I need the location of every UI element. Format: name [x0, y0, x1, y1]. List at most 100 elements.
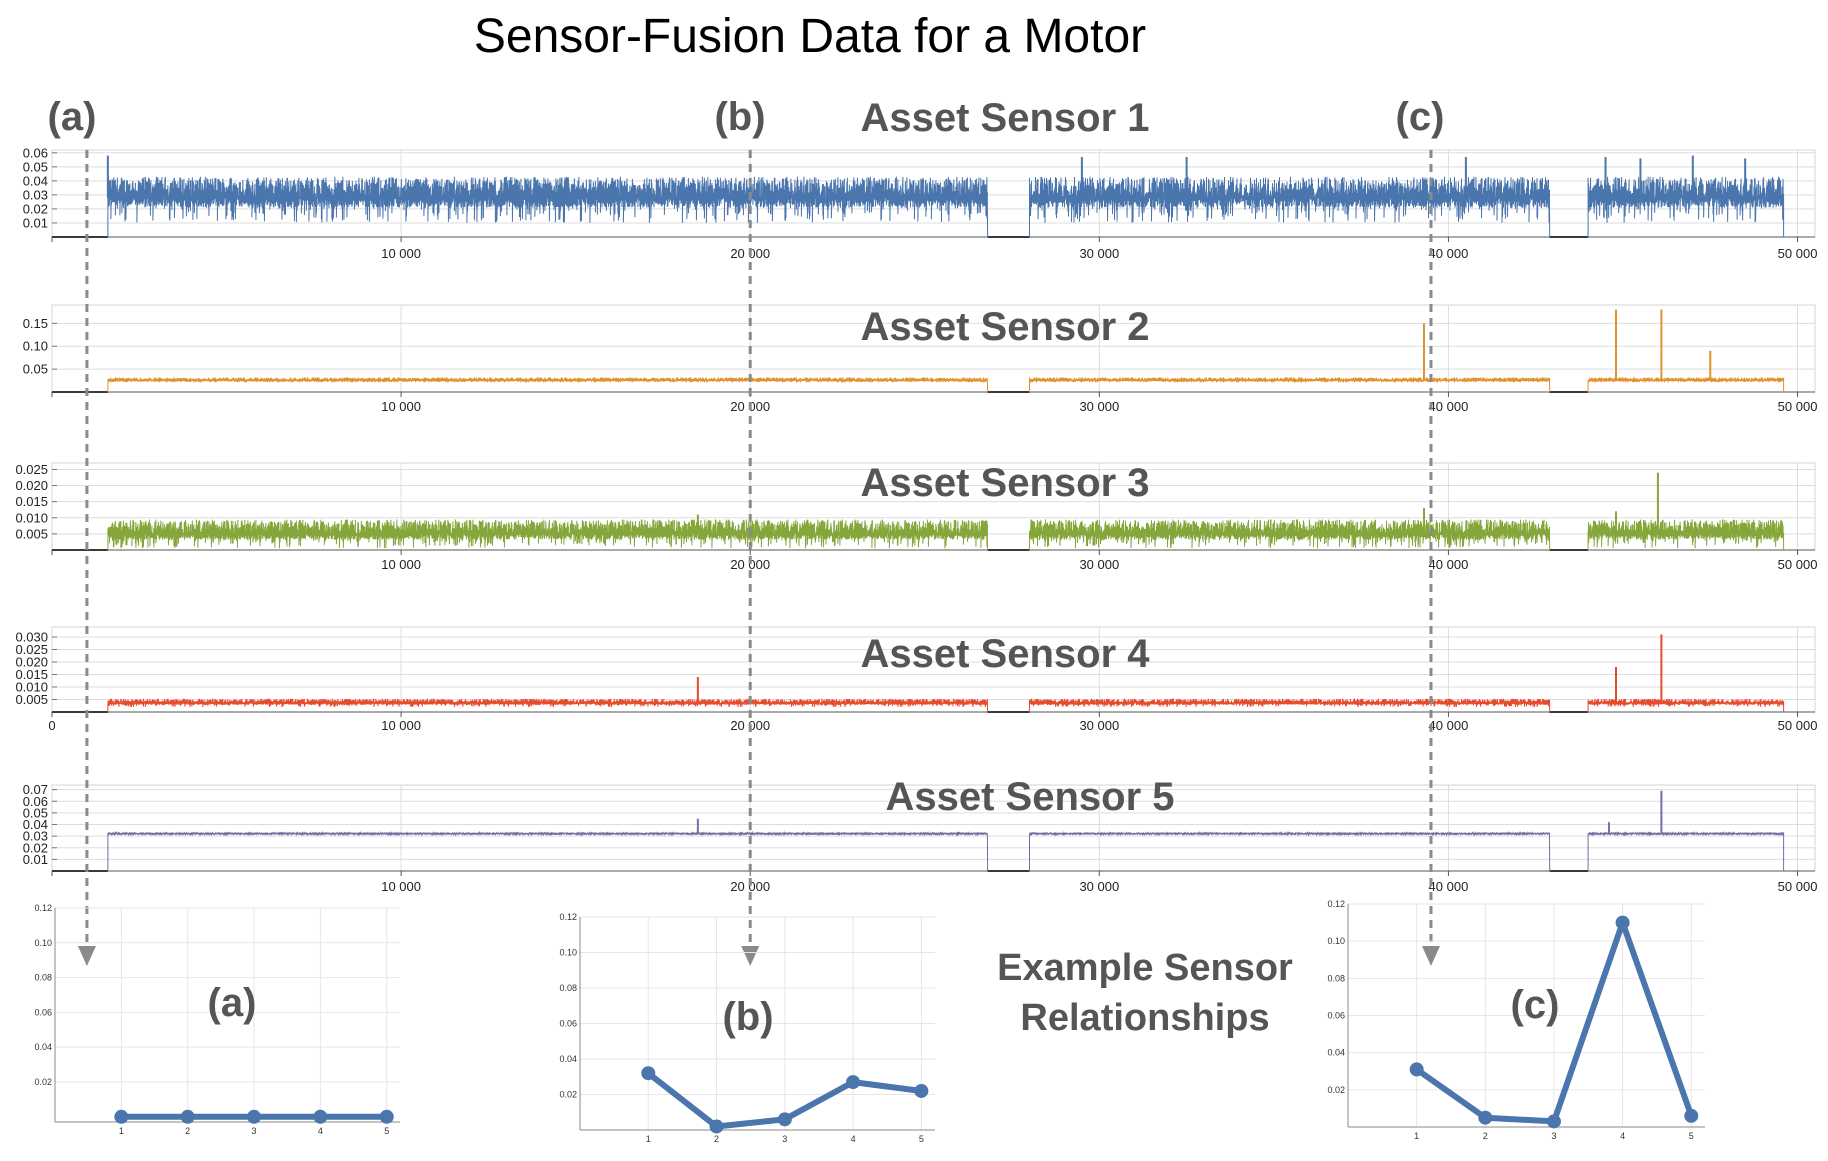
x-tick-label: 3 [252, 1126, 257, 1136]
data-point [777, 1112, 792, 1127]
sensor-5-signal-segment [107, 830, 989, 872]
data-point [1478, 1110, 1493, 1125]
y-tick-label: 0.08 [34, 973, 52, 983]
x-tick-label: 4 [318, 1126, 323, 1136]
y-tick-label: 0.04 [23, 817, 48, 832]
y-tick-label: 0.08 [1327, 973, 1345, 983]
relationships-title-line2: Relationships [1020, 997, 1269, 1039]
x-tick-label: 50 000 [1778, 399, 1818, 414]
data-point [709, 1119, 724, 1134]
y-tick-label: 0.005 [15, 692, 48, 707]
x-tick-label: 3 [1551, 1131, 1556, 1141]
y-tick-label: 0.020 [15, 655, 48, 670]
y-tick-label: 0.015 [15, 667, 48, 682]
y-tick-label: 0.005 [15, 526, 48, 541]
x-tick-label: 1 [646, 1134, 651, 1144]
y-tick-label: 0.02 [1327, 1085, 1345, 1095]
relationship-panel-c: 1 2 3 4 5 0.02 0.04 0.06 0.08 0.10 0.12 (c) [1327, 899, 1705, 1141]
data-point [641, 1066, 656, 1081]
x-tick-label: 4 [1620, 1131, 1625, 1141]
y-tick-label: 0.02 [23, 201, 48, 216]
data-point [914, 1083, 929, 1098]
y-tick-label: 0.06 [23, 145, 48, 160]
data-point [846, 1075, 861, 1090]
marker-label-b: (b) [714, 95, 765, 139]
panel-label-a: (a) [208, 981, 257, 1025]
x-tick-label: 30 000 [1079, 718, 1119, 733]
data-point [114, 1109, 129, 1124]
y-tick-label: 0.12 [34, 903, 52, 913]
y-tick-label: 0.020 [15, 478, 48, 493]
y-tick-label: 0.05 [23, 805, 48, 820]
sensor-1-signal-segment [1029, 176, 1551, 238]
y-tick-label: 0.025 [15, 642, 48, 657]
y-tick-label: 0.12 [559, 912, 577, 922]
x-tick-label: 5 [1689, 1131, 1694, 1141]
x-tick-label: 10 000 [381, 246, 421, 261]
y-tick-label: 0.04 [559, 1054, 577, 1064]
x-tick-label: 5 [384, 1126, 389, 1136]
sensor-3-title: Asset Sensor 3 [860, 461, 1149, 505]
y-tick-label: 0.03 [23, 829, 48, 844]
marker-label-a: (a) [48, 95, 97, 139]
figure-title: Sensor-Fusion Data for a Motor [474, 10, 1146, 63]
y-tick-label: 0.06 [23, 794, 48, 809]
x-tick-label: 50 000 [1778, 557, 1818, 572]
x-tick-label: 20 000 [730, 879, 770, 894]
y-tick-label: 0.06 [34, 1007, 52, 1017]
relationship-panel-b: 1 2 3 4 5 0.02 0.04 0.06 0.08 0.10 0.12 (b) [559, 912, 935, 1144]
sensor-4-signal-segment [107, 698, 989, 713]
sensor-5-title: Asset Sensor 5 [885, 775, 1174, 819]
sensor-1-signal-segment [1587, 176, 1785, 237]
data-point [379, 1109, 394, 1124]
sensor-1-title: Asset Sensor 1 [860, 96, 1149, 140]
panel-label-c: (c) [1511, 983, 1560, 1027]
sensor-4-signal-segment [1587, 698, 1785, 712]
data-point [1409, 1062, 1424, 1077]
y-tick-label: 0.10 [559, 948, 577, 958]
x-tick-label: 30 000 [1079, 399, 1119, 414]
x-tick-label: 40 000 [1429, 246, 1469, 261]
x-tick-label: 3 [782, 1134, 787, 1144]
marker-arrows [77, 150, 1440, 966]
y-tick-label: 0.010 [15, 510, 48, 525]
arrow-down-icon [1421, 946, 1440, 966]
y-tick-label: 0.15 [23, 316, 48, 331]
x-tick-label: 10 000 [381, 557, 421, 572]
arrow-down-icon [741, 946, 760, 966]
relationship-panels: 1 2 3 4 5 0.02 0.04 0.06 0.08 0.10 0.12 (a) 1 2 3 4 5 0.0… [34, 899, 1705, 1144]
x-tick-label: 30 000 [1079, 557, 1119, 572]
sensor-3-signal-segment [1587, 519, 1785, 550]
data-point [313, 1109, 328, 1124]
relationships-title-line1: Example Sensor [997, 947, 1293, 989]
x-tick-label: 10 000 [381, 879, 421, 894]
x-tick-label: 50 000 [1778, 718, 1818, 733]
data-point [1684, 1108, 1699, 1123]
data-point [1615, 915, 1630, 930]
marker-labels: (a) (b) (c) [48, 95, 1445, 139]
y-tick-label: 0.05 [23, 159, 48, 174]
sensor-4-signal-segment [1029, 698, 1551, 713]
x-tick-label: 40 000 [1429, 399, 1469, 414]
sensor-2-signal-segment [107, 377, 989, 393]
y-tick-label: 0.04 [1327, 1048, 1345, 1058]
y-tick-label: 0.010 [15, 680, 48, 695]
x-tick-label: 30 000 [1079, 246, 1119, 261]
relationship-panel-a: 1 2 3 4 5 0.02 0.04 0.06 0.08 0.10 0.12 (a) [34, 903, 400, 1136]
y-tick-label: 0.02 [559, 1090, 577, 1100]
y-tick-label: 0.04 [34, 1042, 52, 1052]
x-tick-label: 2 [185, 1126, 190, 1136]
sensor-3-signal-segment [107, 519, 989, 551]
x-tick-label: 40 000 [1429, 718, 1469, 733]
y-tick-label: 0.030 [15, 630, 48, 645]
sensor-5-signal-segment [1029, 830, 1551, 872]
sensor-2-title: Asset Sensor 2 [860, 305, 1149, 349]
data-point [180, 1109, 195, 1124]
y-tick-label: 0.06 [1327, 1011, 1345, 1021]
y-tick-label: 0.12 [1327, 899, 1345, 909]
panel-label-b: (b) [722, 995, 773, 1039]
y-tick-label: 0.025 [15, 462, 48, 477]
arrow-down-icon [77, 946, 96, 966]
